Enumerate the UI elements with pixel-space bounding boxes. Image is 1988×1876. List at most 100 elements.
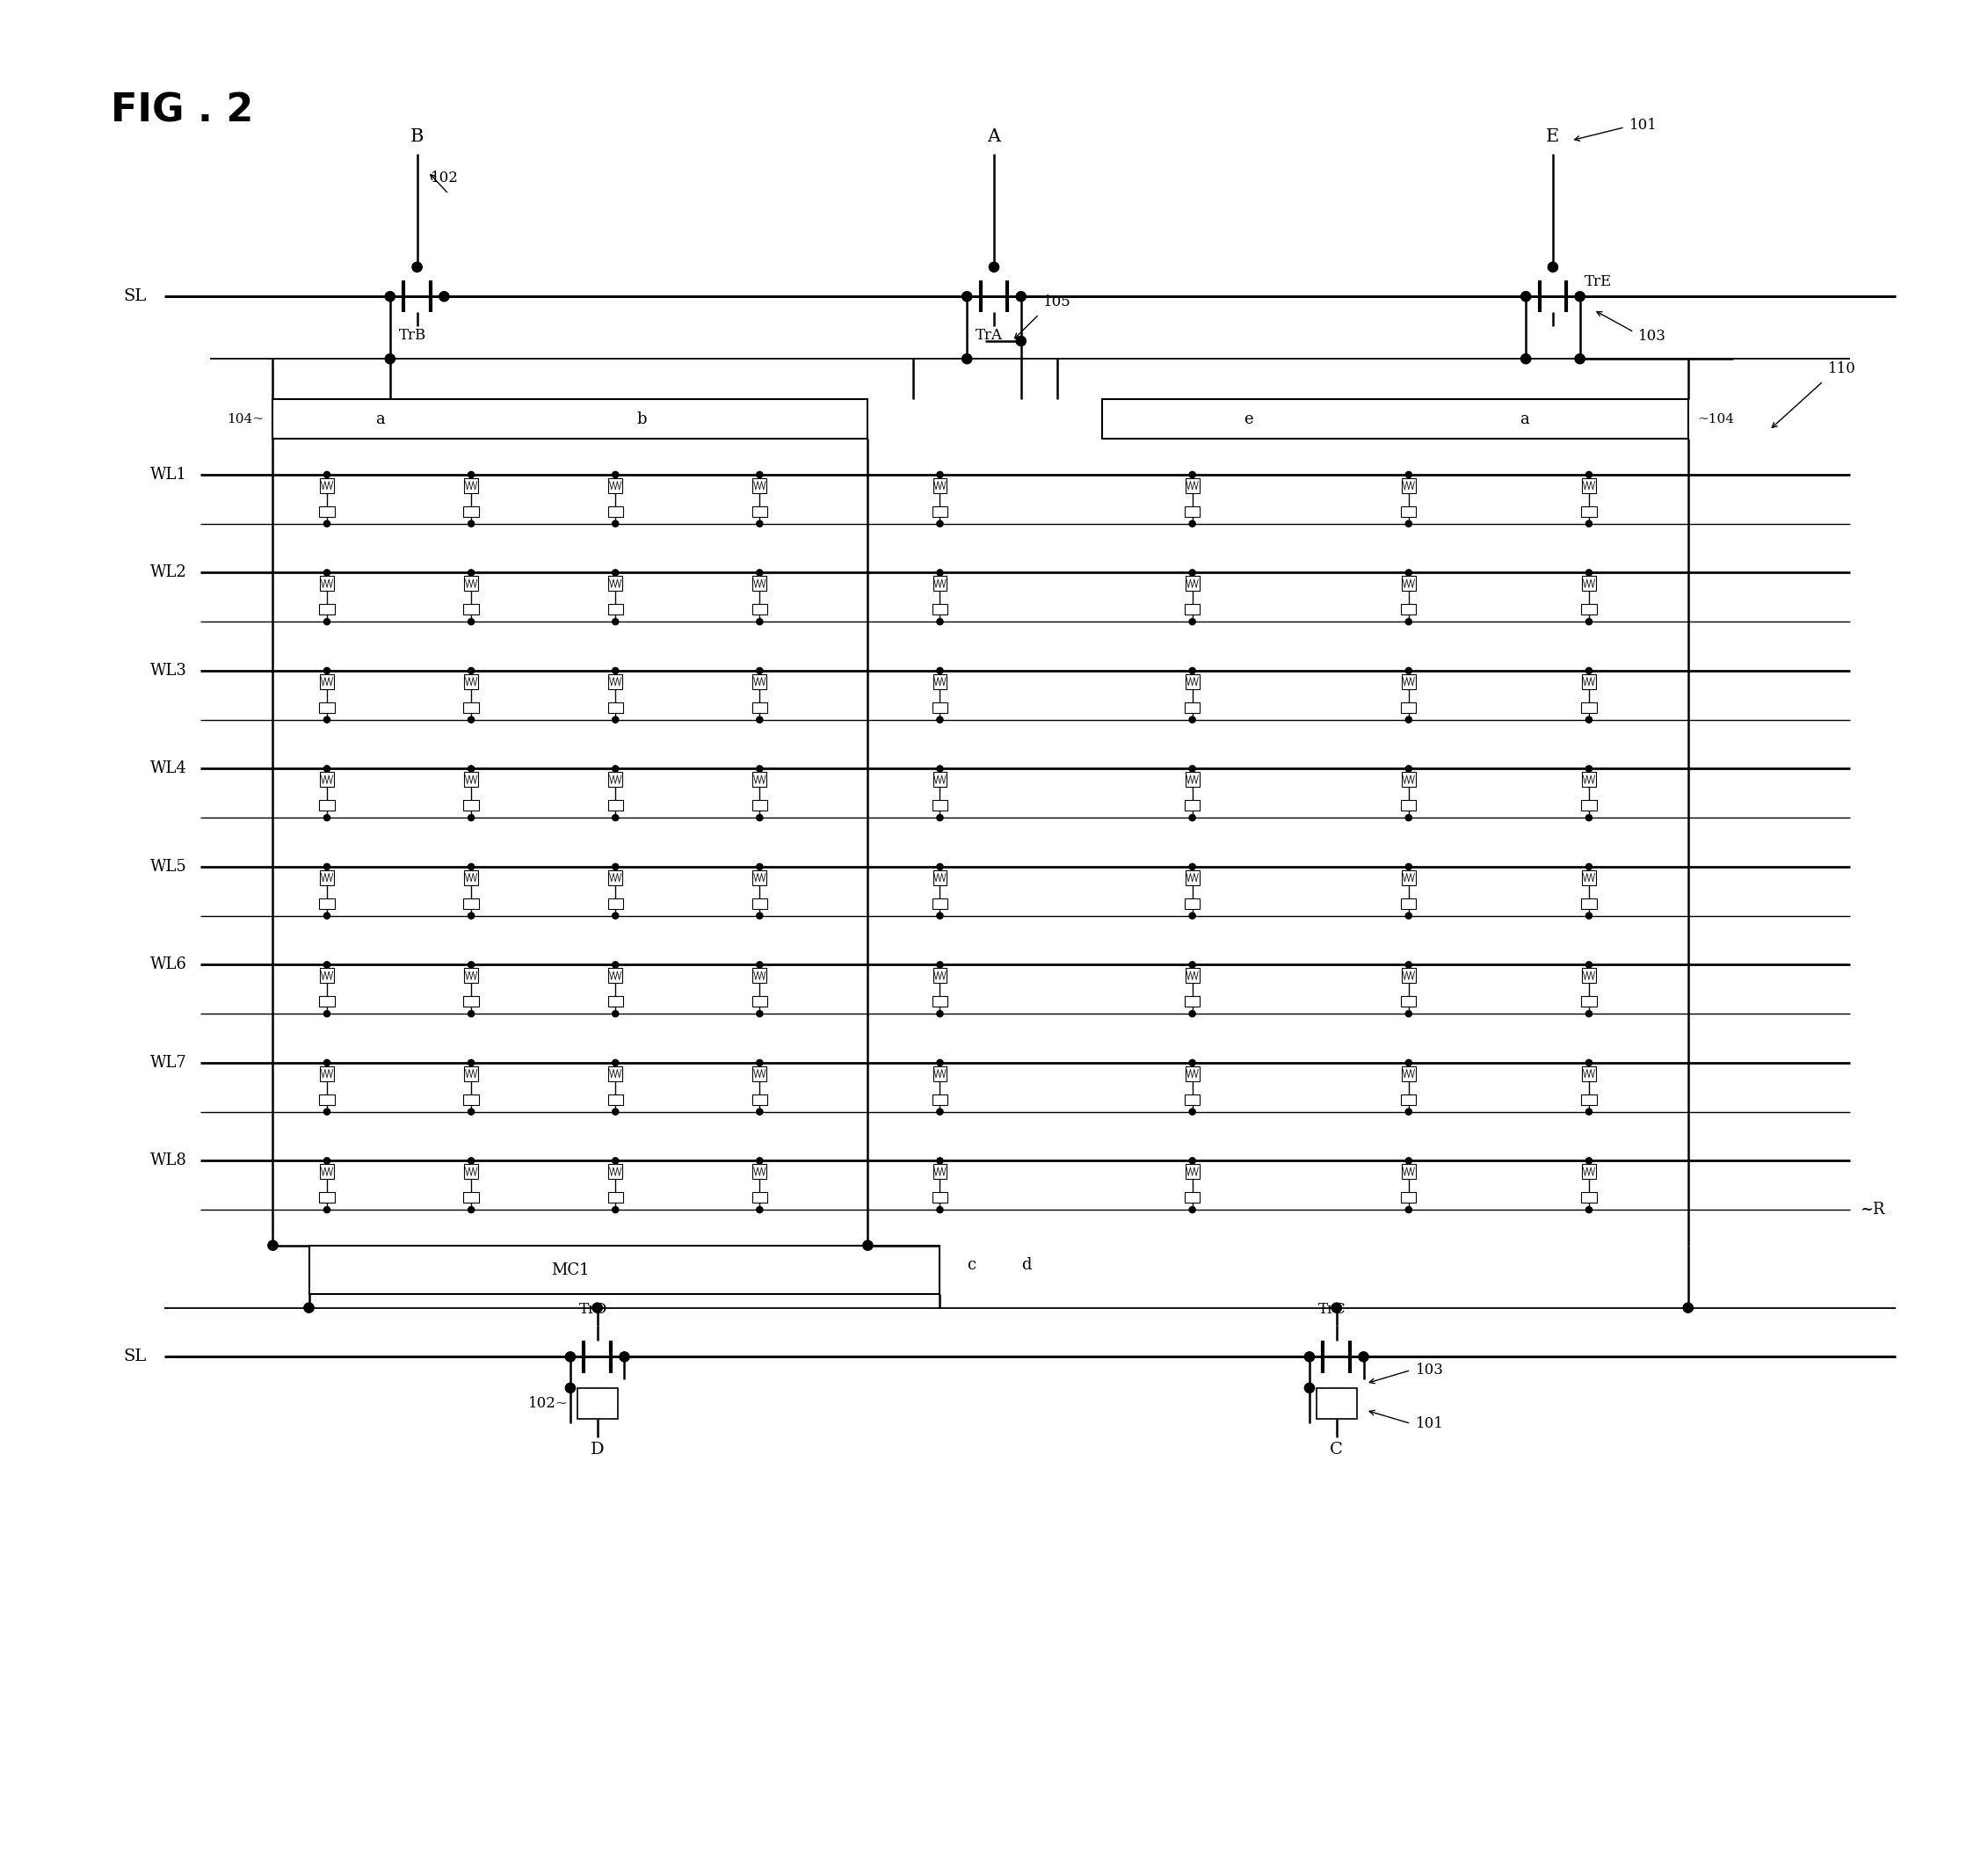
Circle shape (962, 355, 972, 364)
Circle shape (467, 520, 475, 527)
Bar (1185, 996, 1201, 1007)
Circle shape (324, 863, 330, 870)
Bar (320, 507, 334, 516)
Circle shape (1586, 1011, 1592, 1017)
Circle shape (936, 1157, 942, 1163)
Bar (753, 870, 767, 885)
Circle shape (612, 863, 618, 870)
Bar (463, 996, 479, 1007)
Circle shape (1406, 520, 1411, 527)
Bar (320, 968, 334, 983)
Circle shape (936, 962, 942, 968)
Circle shape (1406, 1011, 1411, 1017)
Circle shape (1189, 1109, 1195, 1114)
Circle shape (324, 962, 330, 968)
Text: FIG . 2: FIG . 2 (111, 92, 252, 129)
Circle shape (1586, 668, 1592, 673)
Text: WL4: WL4 (151, 762, 187, 777)
Bar (608, 673, 622, 688)
Circle shape (757, 765, 763, 771)
Circle shape (936, 1206, 942, 1214)
Bar (465, 773, 479, 786)
Circle shape (412, 263, 421, 272)
Bar (1185, 1165, 1199, 1178)
Text: TrB: TrB (400, 328, 425, 343)
Circle shape (324, 471, 330, 478)
Bar (1402, 996, 1415, 1007)
Bar (753, 478, 767, 493)
Circle shape (467, 765, 475, 771)
Circle shape (962, 291, 972, 302)
Circle shape (467, 1157, 475, 1163)
Bar (577, 1388, 618, 1418)
Circle shape (1406, 962, 1411, 968)
Bar (608, 1094, 622, 1105)
Circle shape (936, 717, 942, 722)
Bar (1402, 702, 1415, 713)
Circle shape (565, 1383, 575, 1392)
Bar (1582, 773, 1596, 786)
Circle shape (1586, 863, 1592, 870)
Bar (608, 1191, 622, 1203)
Text: a: a (1519, 411, 1529, 428)
Circle shape (467, 1109, 475, 1114)
Bar (1185, 478, 1199, 493)
Bar (1402, 507, 1415, 516)
Circle shape (612, 765, 618, 771)
Bar (1580, 1094, 1596, 1105)
Circle shape (1684, 1302, 1694, 1313)
Bar (320, 604, 334, 615)
Bar (608, 1165, 622, 1178)
Bar (1402, 899, 1415, 908)
Bar (932, 968, 946, 983)
Bar (751, 507, 767, 516)
Text: c: c (966, 1257, 976, 1274)
Text: e: e (1244, 411, 1252, 428)
Circle shape (936, 619, 942, 625)
Bar (1402, 799, 1415, 810)
Bar (463, 1094, 479, 1105)
Text: TrD: TrD (579, 1302, 606, 1317)
Circle shape (1332, 1302, 1342, 1313)
Text: WL3: WL3 (151, 662, 187, 679)
Bar (320, 899, 334, 908)
Circle shape (936, 1011, 942, 1017)
Text: WL7: WL7 (151, 1054, 187, 1071)
Bar (463, 899, 479, 908)
Bar (1580, 799, 1596, 810)
Circle shape (467, 668, 475, 673)
Text: 102~: 102~ (527, 1396, 569, 1411)
Text: 103: 103 (1415, 1362, 1443, 1377)
Circle shape (757, 814, 763, 822)
Text: D: D (590, 1441, 604, 1458)
Circle shape (620, 1353, 630, 1362)
Text: 104~: 104~ (227, 413, 264, 426)
Bar (1582, 1165, 1596, 1178)
Bar (320, 1066, 334, 1081)
Bar (1185, 899, 1201, 908)
Circle shape (757, 1011, 763, 1017)
Circle shape (757, 520, 763, 527)
Bar (1185, 968, 1199, 983)
Bar (1185, 1094, 1201, 1105)
Circle shape (1406, 814, 1411, 822)
Circle shape (1574, 291, 1584, 302)
Bar (1582, 1066, 1596, 1081)
Circle shape (1406, 1206, 1411, 1214)
Circle shape (324, 1109, 330, 1114)
Circle shape (1189, 1157, 1195, 1163)
Circle shape (936, 912, 942, 919)
Bar (1402, 968, 1415, 983)
Circle shape (1549, 263, 1559, 272)
Circle shape (757, 471, 763, 478)
Bar (932, 996, 948, 1007)
Circle shape (612, 1109, 618, 1114)
Circle shape (1304, 1353, 1314, 1362)
Bar (1402, 1191, 1415, 1203)
Circle shape (1586, 471, 1592, 478)
Circle shape (1189, 962, 1195, 968)
Circle shape (1406, 619, 1411, 625)
Bar (932, 799, 948, 810)
Circle shape (1586, 912, 1592, 919)
Bar (463, 507, 479, 516)
